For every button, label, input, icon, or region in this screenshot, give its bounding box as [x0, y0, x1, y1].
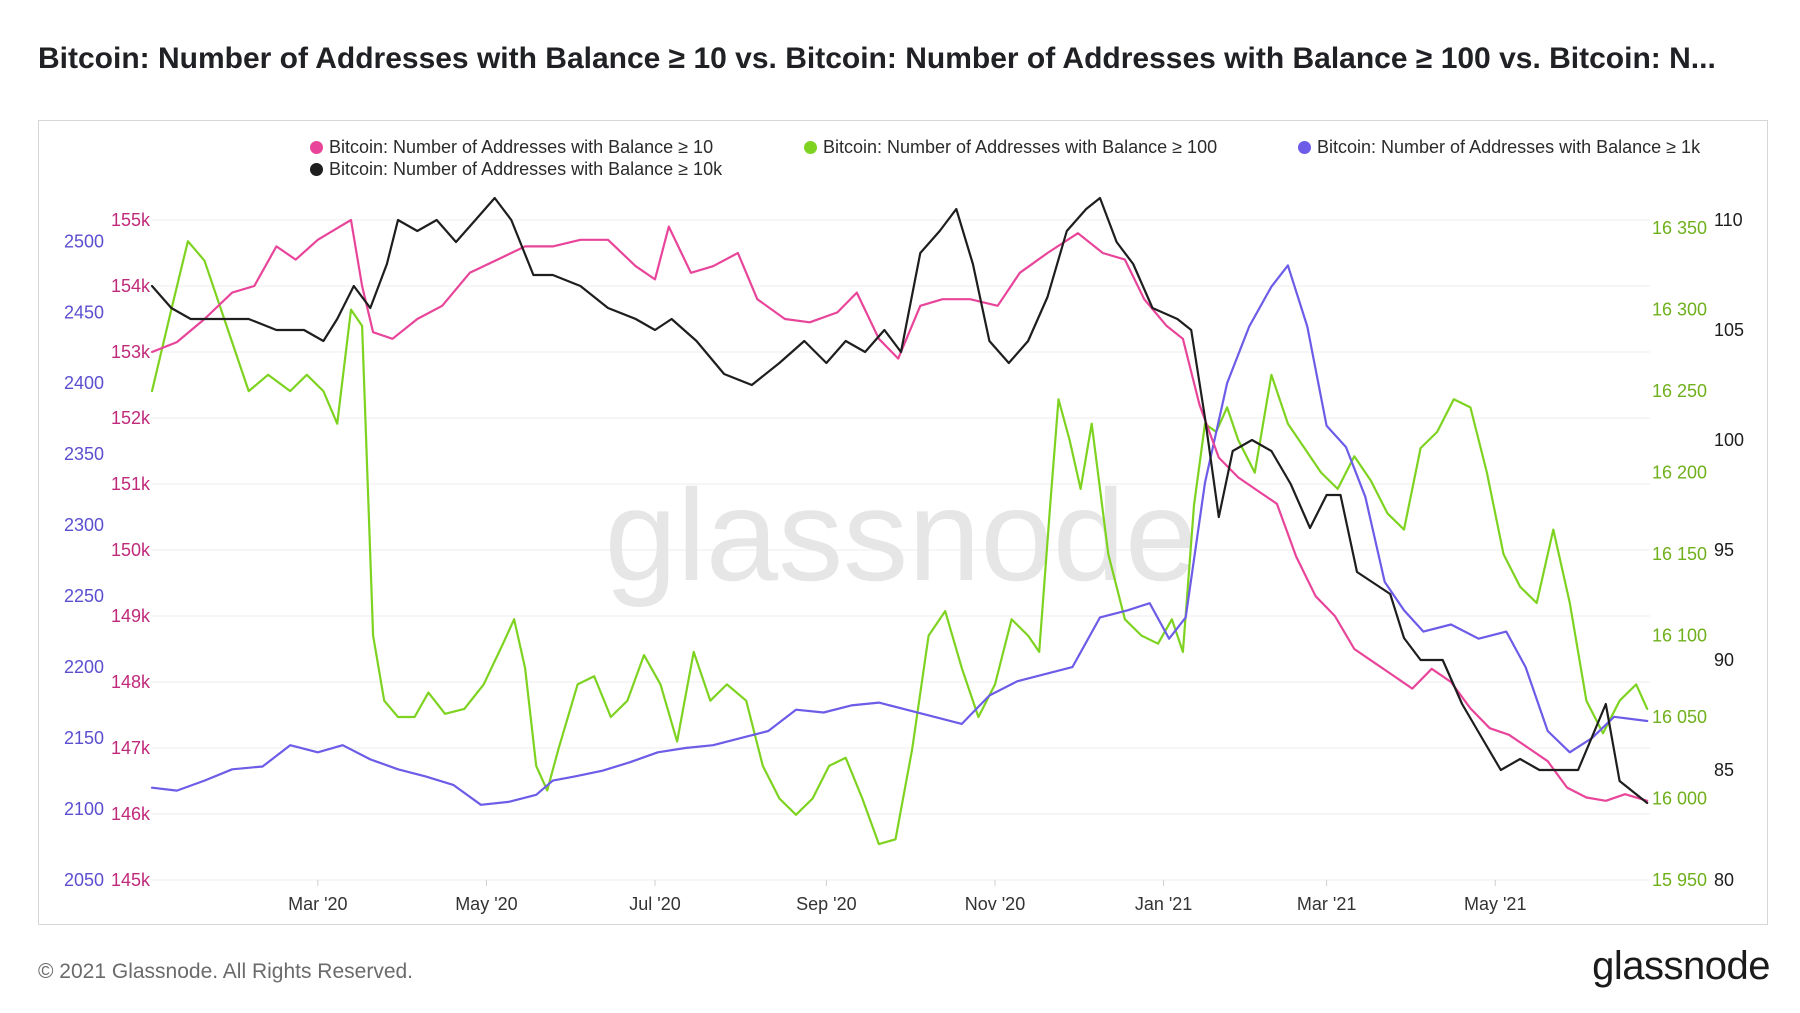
legend-label-ge10k: Bitcoin: Number of Addresses with Balanc… — [329, 159, 723, 179]
y-tick-label-ge10: 149k — [111, 606, 151, 626]
y-tick-label-ge1k: 2400 — [64, 373, 104, 393]
y-tick-label-ge1k: 2150 — [64, 728, 104, 748]
series-line-ge10 — [150, 218, 1649, 802]
x-tick-label: May '20 — [455, 894, 517, 914]
x-tick-label: Mar '20 — [288, 894, 347, 914]
legend-dot-ge10k — [310, 163, 323, 176]
y-tick-label-ge100: 16 200 — [1652, 463, 1707, 483]
y-tick-label-ge10k: 100 — [1714, 430, 1744, 450]
y-tick-label-ge1k: 2100 — [64, 799, 104, 819]
x-tick-label: Jan '21 — [1135, 894, 1192, 914]
y-tick-label-ge10k: 85 — [1714, 760, 1734, 780]
y-tick-label-ge10: 148k — [111, 672, 151, 692]
y-tick-label-ge1k: 2050 — [64, 870, 104, 890]
y-tick-label-ge10: 153k — [111, 342, 151, 362]
copyright-text: © 2021 Glassnode. All Rights Reserved. — [38, 960, 414, 983]
y-tick-label-ge1k: 2350 — [64, 444, 104, 464]
x-tick-label: May '21 — [1464, 894, 1526, 914]
y-tick-label-ge10: 150k — [111, 540, 151, 560]
series-line-ge10k — [150, 196, 1649, 805]
brand-logo: glassnode — [1592, 944, 1770, 988]
y-tick-label-ge10: 155k — [111, 210, 151, 230]
x-tick-label: Sep '20 — [796, 894, 857, 914]
legend-dot-ge100 — [804, 141, 817, 154]
y-tick-label-ge10: 151k — [111, 474, 151, 494]
legend-item-ge10[interactable]: Bitcoin: Number of Addresses with Balanc… — [310, 137, 713, 158]
y-tick-label-ge10k: 90 — [1714, 650, 1734, 670]
chart-panel — [38, 120, 1768, 925]
y-tick-label-ge1k: 2450 — [64, 302, 104, 322]
legend-item-ge10k[interactable]: Bitcoin: Number of Addresses with Balanc… — [310, 159, 722, 180]
series-line-ge100 — [150, 240, 1649, 846]
y-tick-label-ge100: 15 950 — [1652, 870, 1707, 890]
y-tick-label-ge10k: 95 — [1714, 540, 1734, 560]
series-line-ge1k — [150, 264, 1649, 806]
legend-dot-ge1k — [1298, 141, 1311, 154]
legend-dot-ge10 — [310, 141, 323, 154]
y-tick-label-ge1k: 2500 — [64, 231, 104, 251]
y-tick-label-ge1k: 2250 — [64, 586, 104, 606]
watermark-text: glassnode — [605, 462, 1198, 608]
y-tick-label-ge10: 145k — [111, 870, 151, 890]
y-tick-label-ge100: 16 150 — [1652, 544, 1707, 564]
legend-label-ge100: Bitcoin: Number of Addresses with Balanc… — [823, 137, 1218, 157]
y-tick-label-ge100: 16 000 — [1652, 789, 1707, 809]
y-tick-label-ge10: 154k — [111, 276, 151, 296]
y-tick-label-ge100: 16 250 — [1652, 381, 1707, 401]
y-tick-label-ge100: 16 100 — [1652, 626, 1707, 646]
y-tick-label-ge10k: 105 — [1714, 320, 1744, 340]
y-tick-label-ge10k: 110 — [1714, 210, 1743, 230]
x-tick-label: Nov '20 — [965, 894, 1025, 914]
x-tick-label: Jul '20 — [629, 894, 680, 914]
y-tick-label-ge100: 16 350 — [1652, 218, 1707, 238]
x-tick-label: Mar '21 — [1297, 894, 1356, 914]
legend-item-ge1k[interactable]: Bitcoin: Number of Addresses with Balanc… — [1298, 137, 1700, 158]
y-tick-label-ge10: 152k — [111, 408, 151, 428]
y-tick-label-ge1k: 2200 — [64, 657, 104, 677]
y-tick-label-ge10: 147k — [111, 738, 151, 758]
legend-label-ge10: Bitcoin: Number of Addresses with Balanc… — [329, 137, 714, 157]
y-tick-label-ge100: 16 050 — [1652, 707, 1707, 727]
legend-label-ge1k: Bitcoin: Number of Addresses with Balanc… — [1317, 137, 1701, 157]
y-tick-label-ge100: 16 300 — [1652, 300, 1707, 320]
y-tick-label-ge1k: 2300 — [64, 515, 104, 535]
y-tick-label-ge10: 146k — [111, 804, 151, 824]
legend-item-ge100[interactable]: Bitcoin: Number of Addresses with Balanc… — [804, 137, 1217, 158]
y-tick-label-ge10k: 80 — [1714, 870, 1734, 890]
